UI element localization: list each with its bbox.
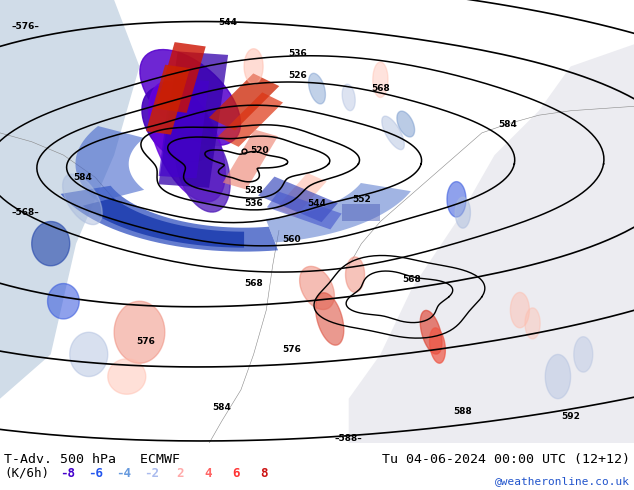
Text: 528: 528: [244, 186, 263, 195]
Text: 576: 576: [282, 345, 301, 354]
Polygon shape: [48, 284, 79, 319]
Polygon shape: [223, 129, 278, 190]
Polygon shape: [140, 49, 240, 146]
Text: 8: 8: [260, 466, 268, 480]
Text: 552: 552: [352, 195, 371, 204]
Polygon shape: [108, 359, 146, 394]
Polygon shape: [267, 192, 342, 229]
Polygon shape: [545, 354, 571, 399]
Text: –576–: –576–: [11, 22, 39, 31]
Polygon shape: [397, 111, 415, 137]
Text: 526: 526: [288, 71, 307, 80]
Text: 568: 568: [403, 274, 422, 284]
Polygon shape: [300, 267, 334, 310]
Text: -2: -2: [145, 466, 160, 480]
Polygon shape: [420, 310, 442, 354]
Text: 584: 584: [73, 172, 92, 182]
Polygon shape: [574, 337, 593, 372]
Polygon shape: [61, 186, 278, 251]
Polygon shape: [0, 0, 139, 443]
Text: –568–: –568–: [11, 208, 39, 217]
Polygon shape: [430, 328, 445, 363]
Polygon shape: [63, 174, 102, 224]
Polygon shape: [346, 257, 365, 293]
Text: 584: 584: [212, 403, 231, 412]
Polygon shape: [349, 44, 634, 443]
Text: -4: -4: [117, 466, 131, 480]
Text: 536: 536: [288, 49, 307, 58]
Text: 560: 560: [282, 235, 301, 244]
Text: 584: 584: [498, 120, 517, 128]
Text: 592: 592: [561, 412, 580, 421]
Polygon shape: [82, 198, 244, 247]
Polygon shape: [176, 124, 230, 212]
Polygon shape: [316, 293, 344, 345]
Text: 576: 576: [136, 337, 155, 345]
Polygon shape: [510, 293, 529, 328]
Polygon shape: [309, 74, 325, 104]
Polygon shape: [142, 86, 213, 162]
Polygon shape: [525, 308, 540, 339]
Polygon shape: [244, 49, 263, 84]
Polygon shape: [114, 301, 165, 363]
Polygon shape: [276, 173, 327, 217]
Polygon shape: [158, 51, 228, 188]
Text: -8: -8: [60, 466, 75, 480]
Polygon shape: [146, 65, 190, 135]
Text: 4: 4: [204, 466, 212, 480]
Text: 588: 588: [453, 408, 472, 416]
Polygon shape: [209, 74, 279, 130]
Text: 568: 568: [244, 279, 263, 288]
Text: 520: 520: [250, 146, 269, 155]
Polygon shape: [342, 84, 355, 111]
Polygon shape: [266, 183, 411, 243]
Polygon shape: [447, 182, 466, 217]
Polygon shape: [75, 126, 144, 202]
Text: T-Adv. 500 hPa   ECMWF: T-Adv. 500 hPa ECMWF: [4, 453, 180, 466]
Text: –588–: –588–: [335, 434, 363, 443]
Text: 2: 2: [176, 466, 184, 480]
Polygon shape: [70, 332, 108, 376]
Text: 6: 6: [232, 466, 240, 480]
Text: 544: 544: [219, 18, 238, 26]
Polygon shape: [155, 42, 206, 113]
Text: 536: 536: [244, 199, 263, 208]
Polygon shape: [32, 221, 70, 266]
Polygon shape: [258, 176, 338, 222]
Polygon shape: [373, 62, 388, 98]
Polygon shape: [382, 116, 404, 149]
Polygon shape: [158, 78, 209, 178]
Polygon shape: [149, 82, 225, 202]
Polygon shape: [342, 204, 380, 221]
Text: (K/6h): (K/6h): [4, 466, 49, 480]
Polygon shape: [218, 93, 283, 147]
Polygon shape: [455, 197, 470, 228]
Text: 544: 544: [307, 199, 327, 208]
Text: -6: -6: [89, 466, 103, 480]
Text: @weatheronline.co.uk: @weatheronline.co.uk: [495, 476, 630, 486]
Text: 568: 568: [371, 84, 390, 93]
Text: Tu 04-06-2024 00:00 UTC (12+12): Tu 04-06-2024 00:00 UTC (12+12): [382, 453, 630, 466]
